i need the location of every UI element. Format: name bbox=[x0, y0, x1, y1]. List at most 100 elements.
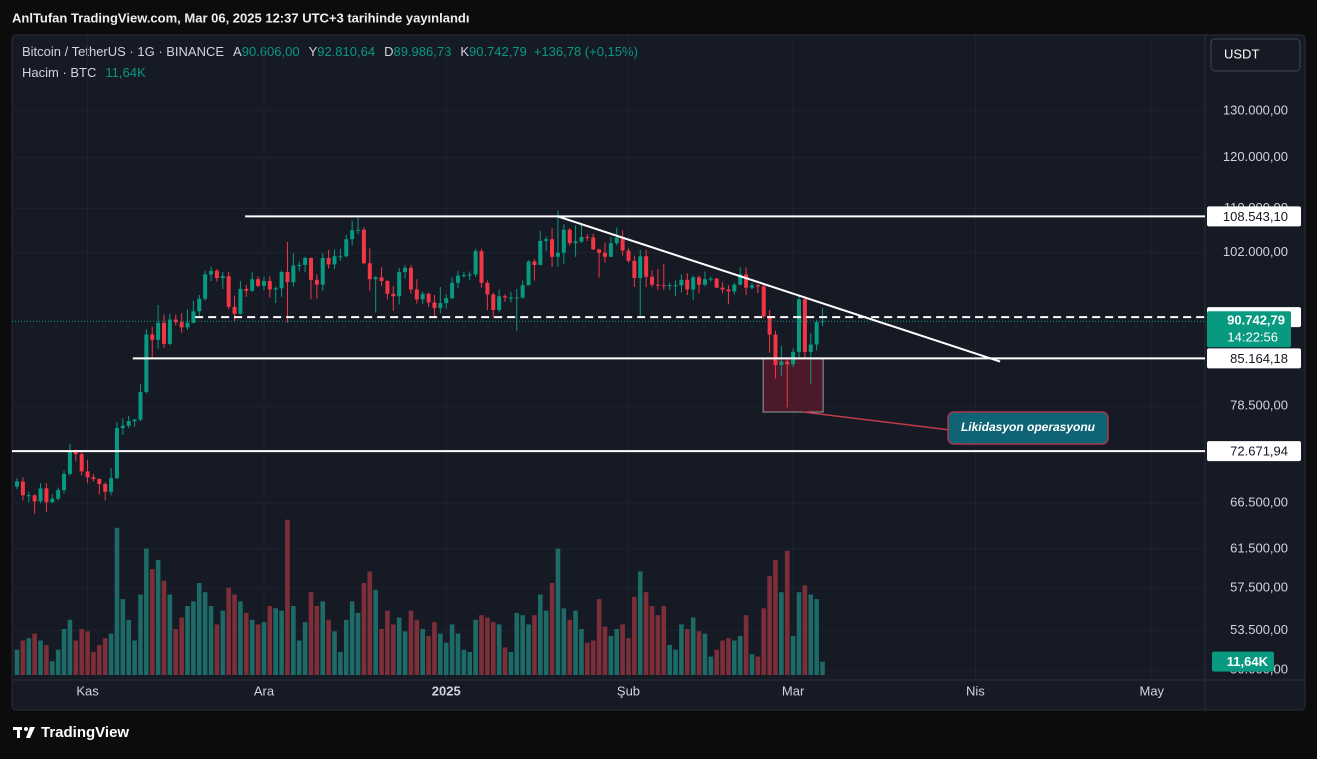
candle-body bbox=[197, 298, 202, 312]
volume-bar bbox=[637, 571, 643, 675]
level-label: 72.671,94 bbox=[1230, 444, 1288, 459]
candle-body bbox=[20, 481, 25, 496]
level-marker bbox=[1207, 206, 1301, 227]
y-tick-label: 78.500,00 bbox=[1230, 397, 1288, 412]
x-tick-label: Nis bbox=[966, 683, 985, 698]
volume-bar bbox=[743, 615, 749, 675]
volume-bar bbox=[361, 583, 367, 675]
currency-label[interactable]: USDT bbox=[1224, 46, 1259, 61]
candle-body bbox=[167, 319, 172, 344]
candle-body bbox=[761, 286, 766, 317]
volume-bar bbox=[396, 617, 402, 675]
volume-bar bbox=[696, 631, 702, 675]
volume-bar bbox=[320, 601, 326, 675]
volume-bar bbox=[149, 569, 155, 675]
x-tick-label: 2025 bbox=[432, 683, 461, 698]
volume-bar bbox=[367, 571, 373, 675]
ohlc-key: D bbox=[384, 44, 393, 59]
volume-bar bbox=[602, 626, 608, 675]
candle-body bbox=[414, 289, 419, 300]
volume-bar bbox=[279, 610, 284, 675]
candle-body bbox=[338, 256, 343, 258]
volume-bar bbox=[55, 649, 61, 675]
volume-bar bbox=[467, 652, 473, 675]
candle-body bbox=[79, 454, 84, 472]
candle-body bbox=[114, 428, 119, 479]
y-tick-label: 120.000,00 bbox=[1223, 149, 1288, 164]
candle-body bbox=[173, 319, 178, 323]
candle-body bbox=[344, 239, 349, 257]
candle-body bbox=[50, 498, 55, 503]
volume-bar bbox=[120, 599, 126, 675]
volume-bar bbox=[414, 619, 420, 675]
volume-bar bbox=[714, 649, 719, 675]
volume-bar bbox=[314, 606, 320, 675]
volume-bar bbox=[273, 608, 279, 675]
volume-bar bbox=[643, 592, 649, 675]
level-marker bbox=[1207, 348, 1301, 369]
candle-body bbox=[620, 237, 625, 251]
volume-value: 11,64K bbox=[105, 65, 146, 80]
volume-bar bbox=[214, 624, 220, 675]
countdown-label: 14:22:56 bbox=[1227, 330, 1278, 345]
candle-body bbox=[214, 270, 219, 279]
candle-body bbox=[720, 287, 725, 290]
candle-body bbox=[661, 285, 666, 287]
volume-bar bbox=[432, 622, 437, 675]
candle-body bbox=[732, 284, 737, 292]
volume-bar bbox=[620, 624, 625, 675]
volume-bar bbox=[690, 617, 696, 675]
volume-bar bbox=[579, 629, 584, 675]
currency-button[interactable] bbox=[1210, 38, 1301, 72]
volume-bar bbox=[773, 560, 778, 675]
volume-bar bbox=[590, 640, 596, 675]
volume-bar bbox=[144, 548, 149, 675]
candle-body bbox=[303, 257, 308, 265]
volume-bar bbox=[490, 622, 496, 675]
candle-body bbox=[285, 272, 290, 283]
volume-bar bbox=[708, 656, 714, 675]
volume-bar bbox=[244, 612, 249, 675]
volume-bar bbox=[49, 661, 55, 675]
candle-body bbox=[544, 239, 549, 241]
candle-body bbox=[73, 450, 78, 455]
volume-bar bbox=[167, 594, 173, 675]
volume-bar bbox=[349, 601, 355, 675]
trend-line bbox=[557, 215, 1001, 363]
candle-body bbox=[714, 278, 719, 288]
candle-body bbox=[26, 495, 31, 497]
candle-body bbox=[44, 488, 49, 503]
candle-body bbox=[679, 279, 684, 286]
volume-marker-label: 11,64K bbox=[1227, 654, 1269, 669]
candle-body bbox=[702, 279, 707, 285]
volume-bar bbox=[208, 606, 214, 675]
candle-body bbox=[708, 278, 713, 280]
volume-bar bbox=[402, 631, 408, 675]
volume-bar bbox=[232, 594, 237, 675]
x-tick-label: Kas bbox=[76, 683, 99, 698]
volume-bar bbox=[443, 642, 449, 675]
candle-body bbox=[508, 297, 513, 299]
y-tick-label: 57.500,00 bbox=[1230, 580, 1288, 595]
volume-bar bbox=[20, 640, 26, 675]
volume-bar bbox=[302, 622, 308, 675]
volume-bar bbox=[561, 608, 567, 675]
volume-bar bbox=[796, 592, 802, 675]
volume-bar bbox=[532, 615, 537, 675]
candle-body bbox=[655, 284, 660, 286]
candle-body bbox=[179, 322, 184, 328]
callout-box bbox=[947, 411, 1109, 445]
volume-bar bbox=[308, 592, 314, 675]
volume-bar bbox=[673, 649, 678, 675]
volume-bar bbox=[132, 640, 137, 675]
candle-body bbox=[438, 303, 443, 309]
volume-bar bbox=[226, 587, 231, 675]
candle-body bbox=[467, 274, 472, 276]
volume-bar bbox=[220, 610, 226, 675]
volume-title: Hacim · BTC bbox=[22, 65, 96, 80]
volume-bar bbox=[767, 576, 772, 675]
candle-body bbox=[591, 237, 596, 250]
candle-body bbox=[650, 276, 655, 285]
volume-bar bbox=[543, 610, 549, 675]
candle-body bbox=[391, 293, 396, 297]
